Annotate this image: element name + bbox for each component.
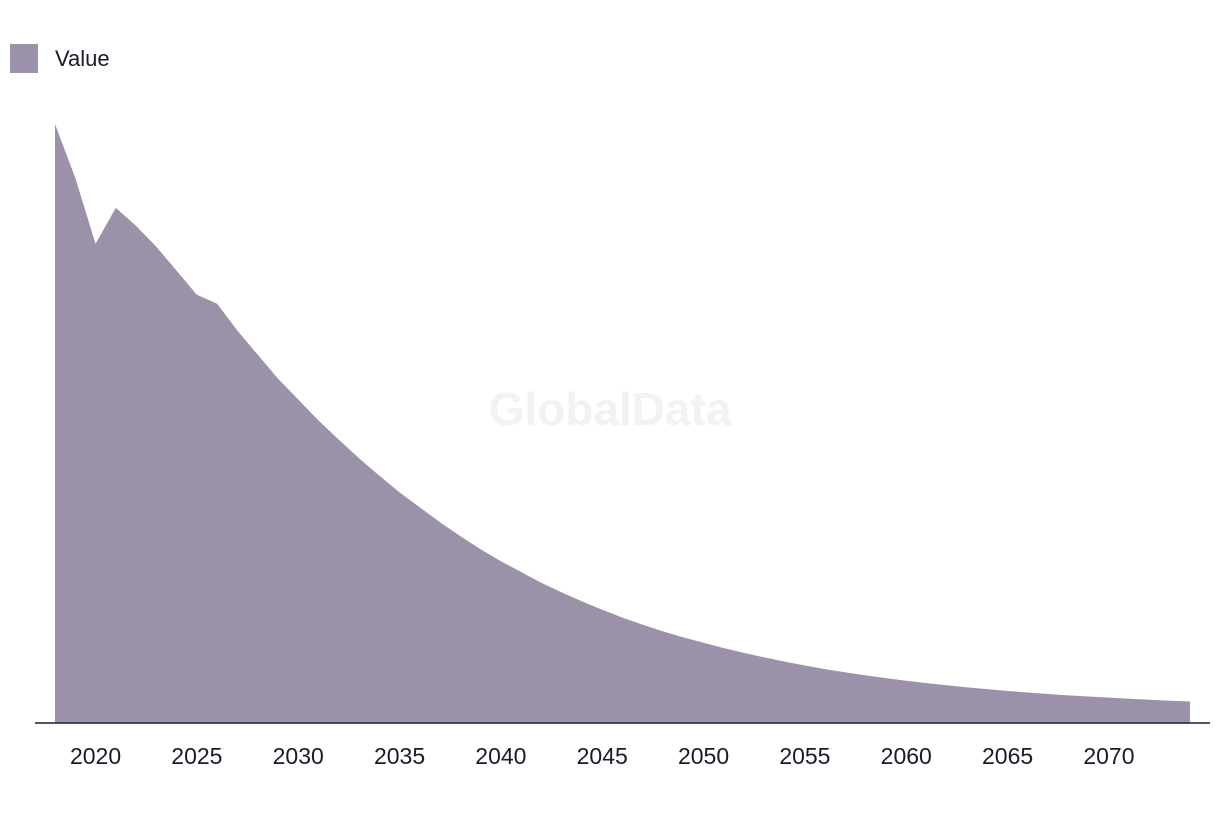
area-layer: [55, 124, 1190, 723]
legend-swatch: [10, 44, 38, 73]
x-tick-label: 2035: [374, 743, 425, 769]
area-series-1: [55, 124, 1190, 723]
x-tick-label: 2065: [982, 743, 1033, 769]
x-tick-label: 2025: [171, 743, 222, 769]
x-tick-label: 2050: [678, 743, 729, 769]
x-tick-label: 2040: [475, 743, 526, 769]
x-tick-label: 2055: [779, 743, 830, 769]
x-tick-label: 2030: [273, 743, 324, 769]
x-tick-label: 2060: [881, 743, 932, 769]
watermark: GlobalData: [489, 383, 732, 435]
legend-label: Value: [55, 45, 110, 71]
x-tick-label: 2070: [1083, 743, 1134, 769]
x-tick-label: 2045: [577, 743, 628, 769]
x-tick-label: 2020: [70, 743, 121, 769]
x-axis-ticks: 2020 2025 2030 2035 2040 2045 2050 2055 2060 2065…: [70, 743, 1135, 769]
legend: Value: [10, 44, 110, 73]
